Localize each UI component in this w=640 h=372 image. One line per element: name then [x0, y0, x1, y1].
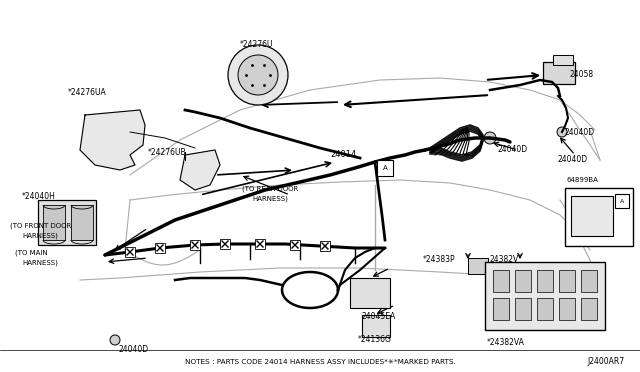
Bar — [290, 240, 300, 250]
Bar — [537, 298, 553, 320]
Bar — [38, 200, 96, 245]
Text: NOTES : PARTS CODE 24014 HARNESS ASSY INCLUDES*✳*MARKED PARTS.: NOTES : PARTS CODE 24014 HARNESS ASSY IN… — [185, 359, 456, 365]
Text: A: A — [620, 199, 624, 203]
Bar — [565, 188, 633, 246]
Bar — [571, 196, 613, 236]
Bar — [377, 160, 393, 176]
Text: 24382V: 24382V — [490, 255, 519, 264]
Text: J2400AR7: J2400AR7 — [588, 357, 625, 366]
Bar — [43, 205, 65, 240]
Text: *24040H: *24040H — [22, 192, 56, 201]
Bar — [71, 205, 93, 240]
Text: (TO MAIN: (TO MAIN — [15, 250, 47, 257]
Text: 24058: 24058 — [570, 70, 594, 79]
Text: 24045EA: 24045EA — [362, 312, 396, 321]
Text: 24040D: 24040D — [565, 128, 595, 137]
Bar — [553, 55, 573, 65]
Text: *24136G: *24136G — [358, 335, 392, 344]
Text: 24040D: 24040D — [498, 145, 528, 154]
Bar — [559, 298, 575, 320]
Text: A: A — [383, 165, 387, 171]
Bar — [515, 298, 531, 320]
Bar — [493, 298, 509, 320]
Text: *24276U: *24276U — [240, 40, 273, 49]
Text: 64899BA: 64899BA — [567, 177, 599, 183]
Bar — [255, 239, 265, 249]
Text: HARNESS): HARNESS) — [252, 195, 288, 202]
Circle shape — [228, 45, 288, 105]
Polygon shape — [180, 150, 220, 190]
Text: *24383P: *24383P — [422, 255, 455, 264]
Text: *24276UA: *24276UA — [68, 88, 107, 97]
Bar — [515, 270, 531, 292]
Text: *24276UB: *24276UB — [148, 148, 187, 157]
Bar — [125, 247, 135, 257]
Circle shape — [484, 132, 496, 144]
Polygon shape — [80, 110, 145, 170]
Bar — [543, 62, 575, 84]
Circle shape — [238, 55, 278, 95]
Bar — [485, 262, 605, 330]
Bar — [155, 243, 165, 253]
Bar — [537, 270, 553, 292]
Text: 24040D: 24040D — [118, 345, 148, 354]
Bar — [559, 270, 575, 292]
Bar — [615, 194, 629, 208]
Text: (TO REAR DOOR: (TO REAR DOOR — [242, 185, 298, 192]
Bar — [220, 239, 230, 249]
Text: 24040D: 24040D — [558, 155, 588, 164]
Bar — [190, 240, 200, 250]
Bar — [581, 270, 597, 292]
Text: HARNESS): HARNESS) — [22, 232, 58, 238]
Bar — [581, 298, 597, 320]
Bar — [350, 278, 390, 308]
Text: (TO FRONT DOOR: (TO FRONT DOOR — [10, 222, 71, 228]
Circle shape — [110, 335, 120, 345]
Bar — [493, 270, 509, 292]
Bar — [362, 315, 390, 337]
Text: HARNESS): HARNESS) — [22, 260, 58, 266]
Circle shape — [557, 127, 567, 137]
Text: 24014: 24014 — [330, 150, 356, 159]
Text: *24382VA: *24382VA — [487, 338, 525, 347]
Bar — [320, 241, 330, 251]
Bar — [468, 258, 488, 274]
